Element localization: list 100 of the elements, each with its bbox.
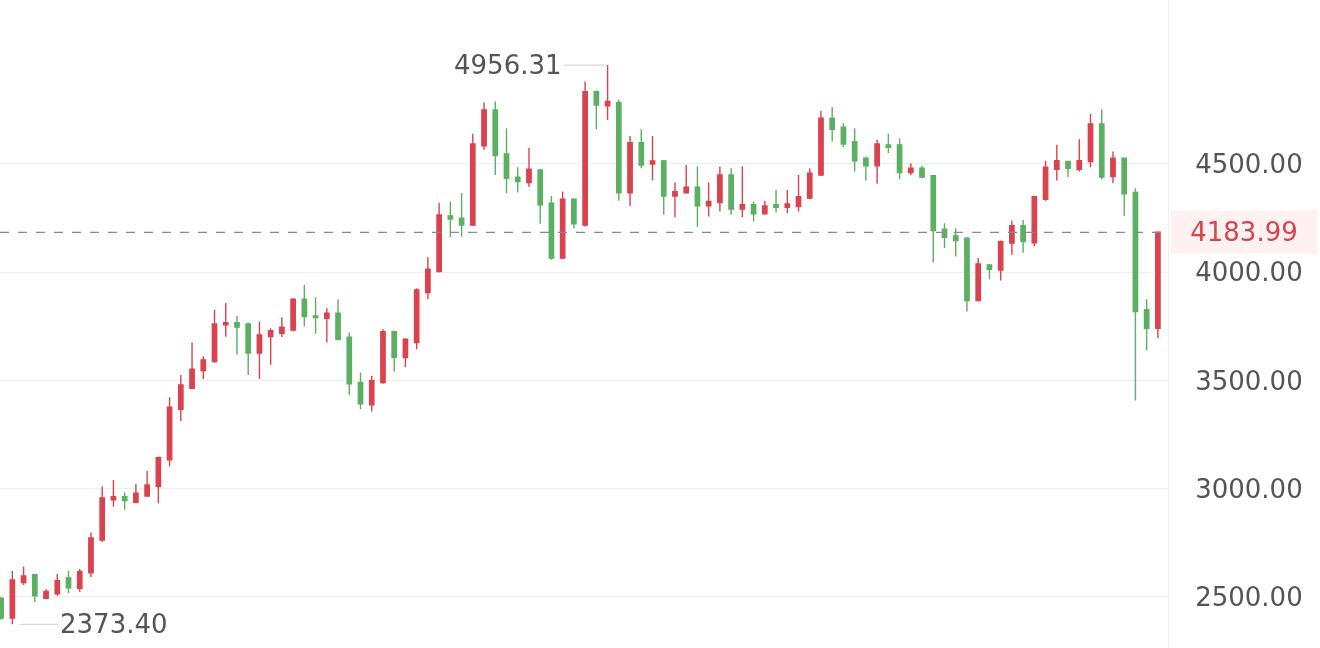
candlestick (391, 329, 398, 373)
candlestick (773, 189, 779, 214)
candlestick (818, 109, 824, 177)
candlestick (784, 189, 791, 214)
candlestick (346, 331, 353, 396)
candlestick (492, 100, 499, 176)
candlestick (705, 181, 712, 218)
candlestick (323, 307, 330, 344)
candlestick (503, 127, 510, 194)
candlestick (537, 168, 544, 225)
candlestick (9, 570, 16, 626)
candlestick (851, 127, 858, 173)
candlestick (200, 355, 207, 380)
candlestick (526, 147, 532, 188)
candlestick (312, 296, 319, 335)
candlestick (234, 315, 240, 356)
y-tick-label: 4500.00 (1195, 148, 1303, 179)
ref-line-label: 4183.99 (1190, 217, 1298, 247)
candlestick (121, 491, 128, 511)
candlestick (964, 236, 970, 313)
y-tick-label: 3500.00 (1195, 365, 1303, 396)
candlestick (863, 155, 869, 182)
candlestick (1076, 138, 1083, 173)
candlestick (615, 99, 622, 202)
annotation: 2373.40 (60, 609, 168, 639)
candlestick (425, 256, 431, 300)
candlestick (99, 485, 106, 543)
candlestick (65, 570, 72, 594)
candlestick (986, 263, 993, 280)
candlestick (1065, 159, 1071, 178)
candlestick (638, 128, 645, 169)
candlestick (481, 101, 487, 151)
candlestick (43, 588, 49, 600)
y-tick-label: 4000.00 (1195, 257, 1303, 288)
candlestick (76, 568, 83, 593)
candlestick (54, 573, 61, 597)
candlestick (571, 197, 577, 229)
candlestick (885, 133, 892, 154)
candlestick (1143, 298, 1150, 352)
candlestick (256, 320, 263, 380)
candlestick (795, 174, 802, 213)
candlestick (717, 165, 723, 213)
candlestick (413, 287, 420, 350)
candlestick (88, 531, 94, 578)
candlestick (301, 284, 308, 328)
candlestick (1132, 187, 1139, 402)
candlestick (874, 139, 880, 185)
candlestick (335, 298, 341, 342)
candlestick (144, 469, 150, 498)
candlestick (267, 327, 274, 366)
candlestick (1121, 156, 1128, 217)
candlestick (919, 165, 925, 179)
candlestick (1053, 144, 1060, 182)
candlestick (245, 321, 252, 376)
candlestick (189, 341, 195, 390)
candlestick (110, 479, 117, 508)
candlestick (604, 64, 611, 121)
candlestick (368, 375, 375, 413)
candlestick (1031, 195, 1038, 247)
candlestick (952, 227, 959, 258)
candlestick (436, 201, 442, 274)
candlestick (728, 167, 734, 216)
candlestick (31, 573, 38, 603)
candlestick (469, 133, 476, 227)
candlestick (806, 167, 813, 200)
candlestick (750, 200, 757, 223)
candlestick (458, 192, 465, 238)
y-tick-label: 2500.00 (1195, 582, 1303, 612)
candlestick (761, 200, 768, 216)
candlestick (1098, 108, 1105, 180)
candlestick (829, 106, 836, 143)
annotation: 4956.31 (454, 50, 562, 80)
candlestick (975, 257, 982, 303)
candlestick (997, 239, 1004, 282)
candlestick (279, 316, 285, 338)
candlestick (514, 166, 521, 194)
candlestick (840, 122, 847, 148)
candlestick (593, 89, 600, 130)
candlestick (222, 302, 229, 338)
candlestick (660, 159, 667, 216)
candlestick (447, 200, 454, 238)
candlestick (672, 181, 678, 218)
candlestick (694, 165, 701, 228)
candlestick (133, 483, 139, 504)
candlestick (683, 164, 690, 195)
candlestick (1009, 219, 1015, 256)
candlestick (559, 190, 566, 260)
candlestick (907, 162, 914, 176)
candlestick (1110, 150, 1116, 184)
candlestick (177, 374, 184, 422)
candlestick (1155, 231, 1161, 339)
candlestick (155, 455, 162, 504)
candlestick (739, 165, 746, 218)
candlestick (649, 135, 656, 182)
candlestick (627, 135, 633, 207)
candlestick (1020, 219, 1026, 254)
y-tick-label: 3000.00 (1195, 473, 1303, 504)
candlestick (930, 174, 937, 264)
candlestick (582, 80, 588, 228)
candlestick (380, 328, 386, 385)
